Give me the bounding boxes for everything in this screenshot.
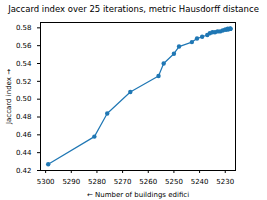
svg-text:5260: 5260 bbox=[139, 178, 157, 186]
svg-text:0.48: 0.48 bbox=[16, 113, 32, 121]
svg-text:5280: 5280 bbox=[88, 178, 106, 186]
svg-text:5240: 5240 bbox=[191, 178, 209, 186]
svg-text:0.56: 0.56 bbox=[16, 42, 32, 50]
svg-text:5300: 5300 bbox=[37, 178, 55, 186]
svg-text:0.42: 0.42 bbox=[16, 167, 32, 175]
svg-text:5230: 5230 bbox=[216, 178, 234, 186]
svg-text:0.44: 0.44 bbox=[16, 149, 32, 157]
svg-text:5290: 5290 bbox=[62, 178, 80, 186]
svg-text:0.58: 0.58 bbox=[16, 24, 32, 32]
html-text:Jaccard index over 25 iteratio: Jaccard index over 25 iterations, metric… bbox=[8, 4, 259, 14]
svg-text:0.46: 0.46 bbox=[16, 131, 32, 139]
svg-text:5270: 5270 bbox=[114, 178, 132, 186]
svg-text:0.52: 0.52 bbox=[16, 78, 32, 86]
svg-text:← Number of buildings edifici: ← Number of buildings edifici bbox=[87, 191, 189, 199]
svg-text:Jaccard index →: Jaccard index → bbox=[5, 69, 13, 125]
svg-text:5250: 5250 bbox=[165, 178, 183, 186]
svg-text:0.50: 0.50 bbox=[16, 95, 32, 103]
svg-text:0.54: 0.54 bbox=[16, 60, 32, 68]
